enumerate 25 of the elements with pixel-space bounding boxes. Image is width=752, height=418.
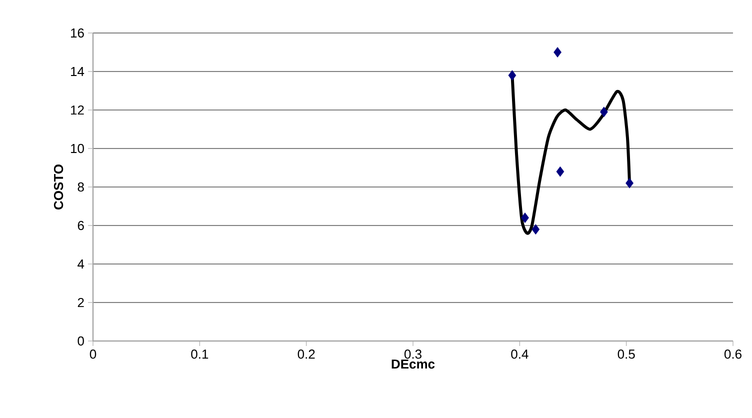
x-tick-label: 0.2 [298, 350, 315, 359]
x-tick-label: 0.1 [191, 350, 208, 359]
point [554, 47, 562, 58]
x-tick-label: 0.4 [511, 350, 528, 359]
x-tick-label: 0.6 [724, 350, 742, 359]
point [508, 70, 516, 81]
y-tick-label: 2 [78, 298, 84, 308]
y-tick-label: 6 [78, 220, 84, 230]
y-tick-label: 8 [78, 182, 84, 192]
y-tick-label: 0 [78, 336, 84, 346]
y-tick-label: 10 [70, 144, 84, 154]
x-tick-label: 0.5 [618, 350, 635, 359]
point [600, 106, 608, 118]
point [626, 178, 634, 188]
point [532, 224, 540, 235]
point [556, 166, 564, 177]
y-tick-label: 4 [78, 260, 84, 268]
x-tick-label: 0 [90, 350, 96, 359]
point [521, 212, 529, 223]
y-tick-label: 14 [70, 67, 84, 76]
y-axis-title: COSTO [54, 164, 64, 210]
x-tick-label: 0.3 [404, 350, 422, 359]
y-tick-label: 12 [70, 105, 84, 115]
y-tick-label: 16 [70, 28, 84, 38]
x-axis-title: DEcmc [392, 360, 435, 369]
